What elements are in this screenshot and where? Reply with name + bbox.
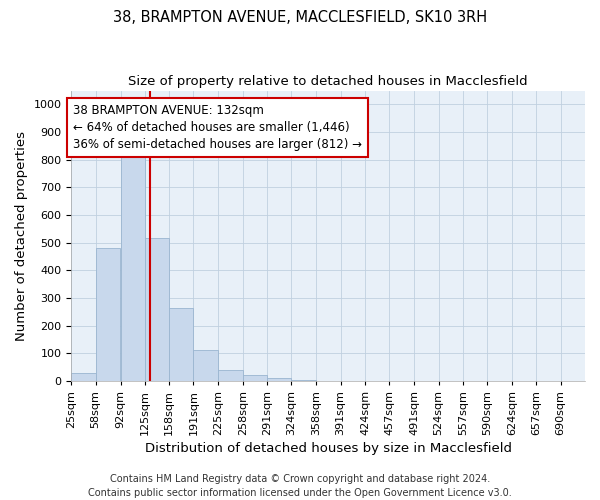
Text: Contains HM Land Registry data © Crown copyright and database right 2024.
Contai: Contains HM Land Registry data © Crown c… — [88, 474, 512, 498]
Bar — [218, 370, 243, 381]
Bar — [169, 308, 193, 381]
X-axis label: Distribution of detached houses by size in Macclesfield: Distribution of detached houses by size … — [145, 442, 512, 455]
Bar — [193, 350, 218, 381]
Bar — [95, 248, 120, 381]
Bar — [267, 378, 292, 381]
Bar — [243, 376, 267, 381]
Bar — [121, 154, 145, 381]
Text: 38, BRAMPTON AVENUE, MACCLESFIELD, SK10 3RH: 38, BRAMPTON AVENUE, MACCLESFIELD, SK10 … — [113, 10, 487, 25]
Bar — [145, 238, 169, 381]
Y-axis label: Number of detached properties: Number of detached properties — [15, 130, 28, 340]
Bar — [292, 380, 316, 381]
Bar — [71, 372, 95, 381]
Title: Size of property relative to detached houses in Macclesfield: Size of property relative to detached ho… — [128, 75, 528, 88]
Text: 38 BRAMPTON AVENUE: 132sqm
← 64% of detached houses are smaller (1,446)
36% of s: 38 BRAMPTON AVENUE: 132sqm ← 64% of deta… — [73, 104, 362, 152]
